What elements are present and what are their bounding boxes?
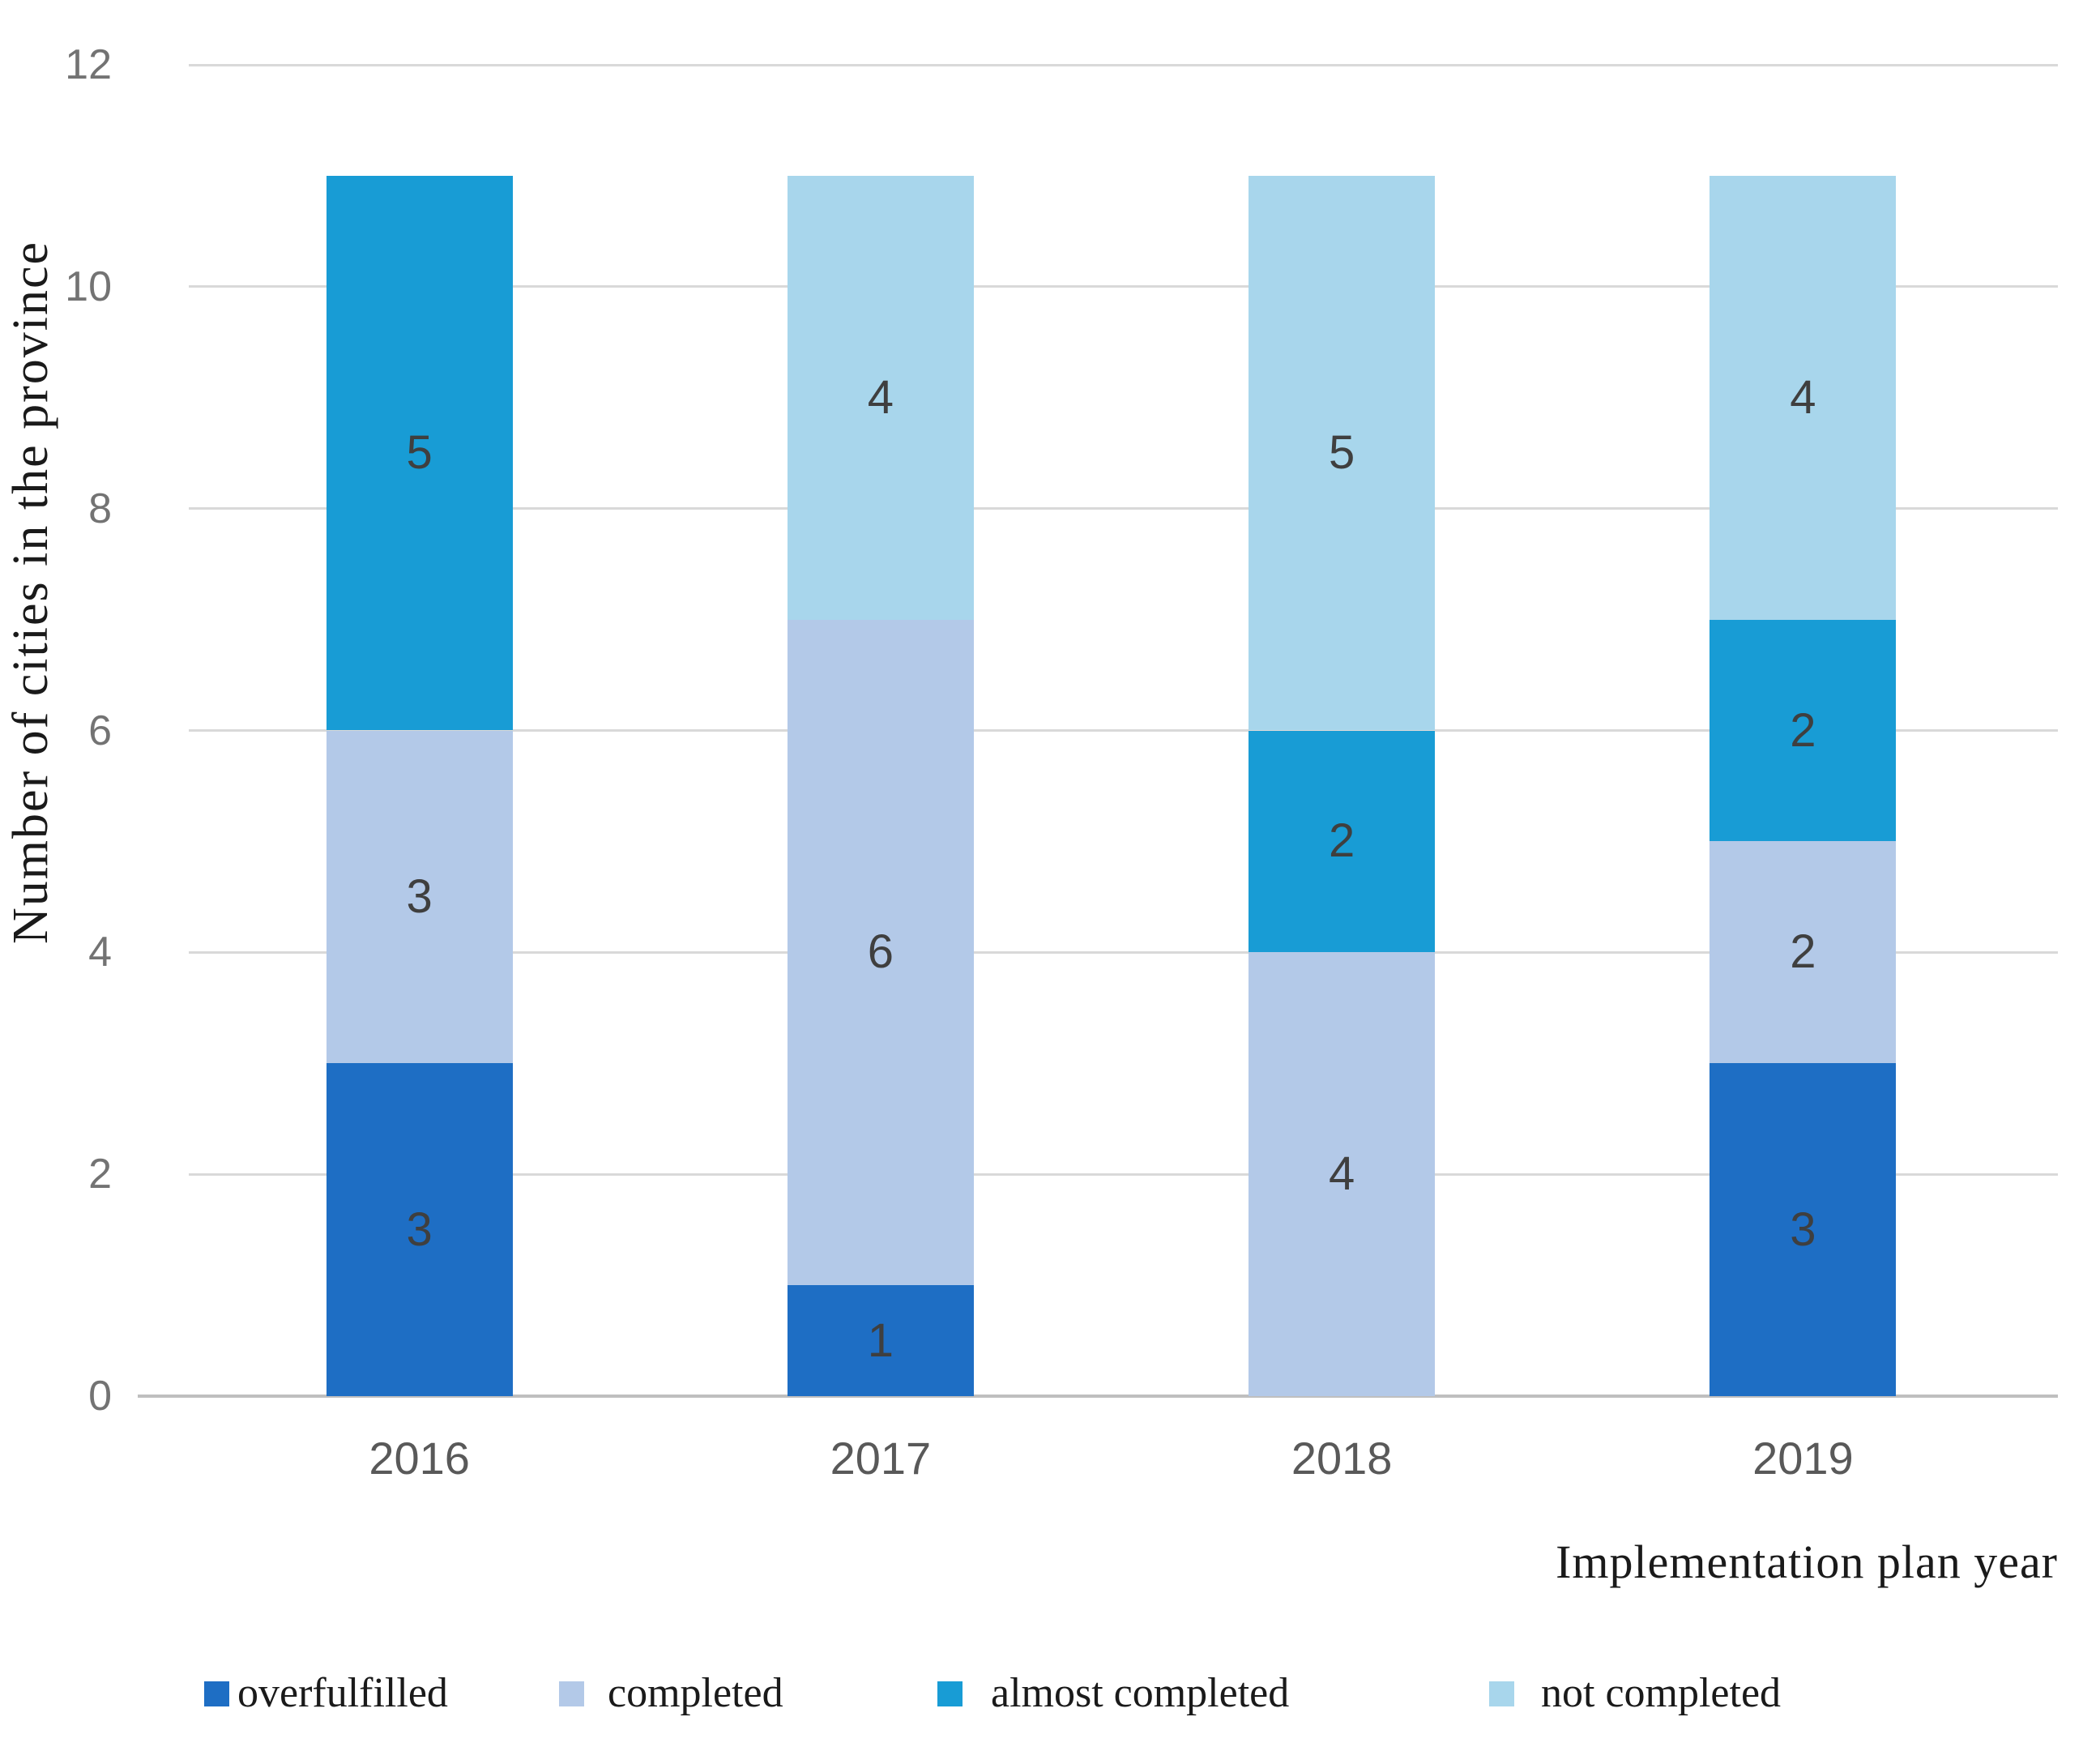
legend-label-completed: completed <box>608 1670 783 1716</box>
bar-2017-segment-completed <box>787 619 974 1286</box>
gridline <box>189 1172 2058 1176</box>
data-label-2018-almost-completed: 2 <box>1328 814 1355 868</box>
y-axis-title: Number of cities in the province <box>3 240 58 945</box>
legend-swatch-almost-completed <box>937 1681 963 1706</box>
data-label-2016-almost-completed: 5 <box>406 426 433 480</box>
bar-2018-segment-completed <box>1249 952 1436 1396</box>
y-tick-label-8: 8 <box>88 485 112 532</box>
gridline <box>189 950 2058 954</box>
legend-swatch-overfulfilled <box>204 1681 229 1706</box>
legend-item-completed: completed <box>559 1668 783 1719</box>
y-tick-label-0: 0 <box>88 1373 112 1420</box>
data-label-2016-overfulfilled: 3 <box>406 1202 433 1256</box>
bar-2016-segment-completed <box>326 730 513 1064</box>
gridline <box>189 63 2058 66</box>
data-label-2019-completed: 2 <box>1790 925 1816 979</box>
legend-item-not-completed: not completed <box>1489 1668 1781 1719</box>
legend-label-overfulfilled: overfulfilled <box>237 1670 448 1716</box>
gridline <box>189 507 2058 510</box>
bar-2016-segment-almost-completed <box>326 175 513 731</box>
gridline <box>189 729 2058 732</box>
x-category-label-2019: 2019 <box>1752 1433 1854 1484</box>
y-tick-label-4: 4 <box>88 929 112 976</box>
data-label-2017-not-completed: 4 <box>867 370 894 424</box>
y-tick-label-6: 6 <box>88 707 112 754</box>
bar-2019-segment-not-completed <box>1710 175 1897 620</box>
legend-swatch-not-completed <box>1489 1681 1514 1706</box>
y-tick-label-12: 12 <box>65 41 112 88</box>
data-label-2016-completed: 3 <box>406 869 433 923</box>
x-category-label-2018: 2018 <box>1291 1433 1393 1484</box>
x-axis-title: Implementation plan year <box>1556 1535 2058 1588</box>
bar-2019-segment-overfulfilled <box>1710 1063 1897 1396</box>
data-label-2019-not-completed: 4 <box>1790 370 1816 424</box>
data-label-2018-completed: 4 <box>1328 1147 1355 1201</box>
data-label-2019-overfulfilled: 3 <box>1790 1202 1816 1256</box>
x-category-label-2016: 2016 <box>369 1433 470 1484</box>
bar-2017-segment-overfulfilled <box>787 1285 974 1396</box>
data-label-2018-not-completed: 5 <box>1328 426 1355 480</box>
bar-2016-segment-overfulfilled <box>326 1063 513 1396</box>
bar-2017-segment-not-completed <box>787 175 974 620</box>
data-label-2017-completed: 6 <box>867 925 894 979</box>
y-tick-label-2: 2 <box>88 1151 112 1198</box>
x-axis-line <box>138 1395 2058 1398</box>
y-tick-label-10: 10 <box>65 263 112 310</box>
legend-item-overfulfilled: overfulfilled <box>204 1668 448 1719</box>
data-label-2019-almost-completed: 2 <box>1790 703 1816 757</box>
x-category-label-2017: 2017 <box>830 1433 932 1484</box>
gridline <box>189 285 2058 288</box>
legend-swatch-completed <box>559 1681 584 1706</box>
legend-item-almost-completed: almost completed <box>937 1668 1289 1719</box>
data-label-2017-overfulfilled: 1 <box>867 1313 894 1367</box>
bar-2019-segment-almost-completed <box>1710 619 1897 842</box>
legend-label-not-completed: not completed <box>1541 1670 1782 1716</box>
bar-2018-segment-not-completed <box>1249 175 1436 731</box>
legend-label-almost-completed: almost completed <box>991 1670 1290 1716</box>
bar-2019-segment-completed <box>1710 841 1897 1064</box>
bar-2018-segment-almost-completed <box>1249 730 1436 953</box>
